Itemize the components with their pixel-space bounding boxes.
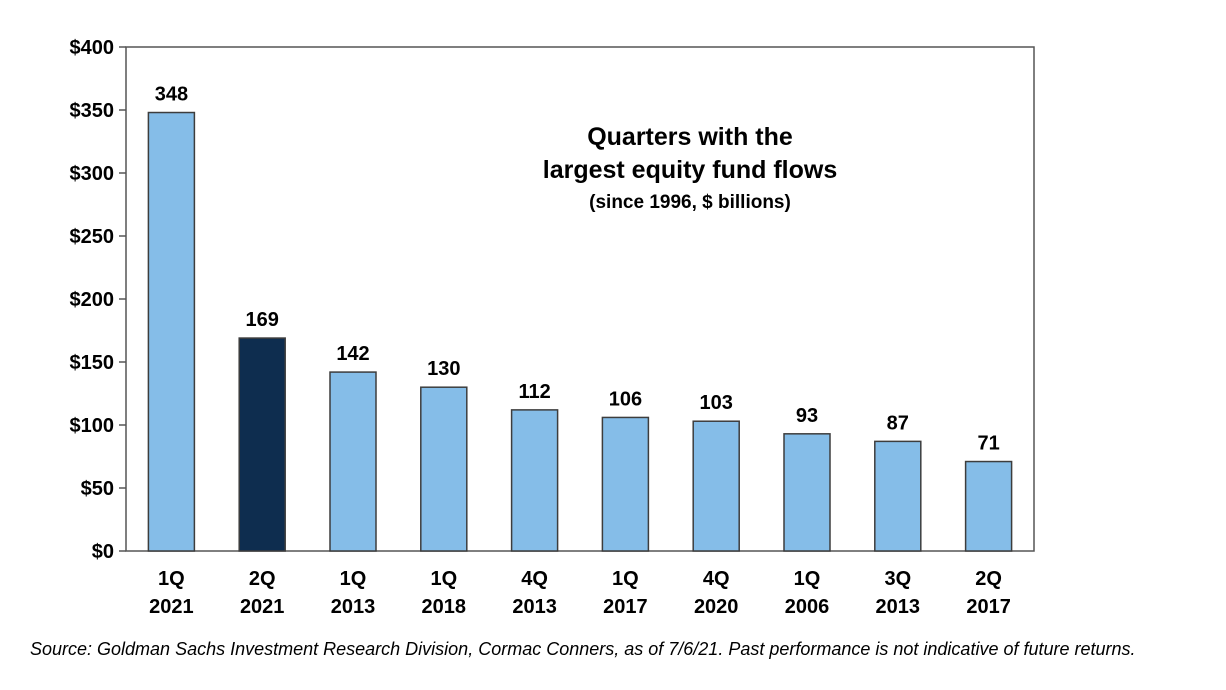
data-label: 169 — [246, 309, 279, 331]
bar — [874, 440, 922, 552]
data-label: 112 — [518, 381, 550, 403]
x-tick-label-year: 2018 — [422, 596, 467, 618]
x-tick-label-year: 2021 — [149, 596, 194, 618]
bar — [783, 433, 831, 552]
x-tick-label-year: 2021 — [240, 596, 285, 618]
chart-title-line2: largest equity fund flows — [543, 156, 837, 184]
y-tick-label: $400 — [70, 37, 115, 59]
x-tick-label: 2Q — [975, 568, 1002, 590]
bar — [329, 371, 377, 552]
x-tick-label: 1Q — [794, 568, 821, 590]
chart-title: Quarters with the — [587, 123, 793, 151]
y-tick-label: $100 — [70, 415, 115, 437]
x-tick-label: 2Q — [249, 568, 276, 590]
source-note: Source: Goldman Sachs Investment Researc… — [30, 639, 1136, 659]
bar — [510, 409, 559, 552]
bar — [238, 337, 286, 552]
data-label: 142 — [336, 343, 369, 365]
data-label: 103 — [700, 392, 733, 414]
y-tick-label: $350 — [70, 100, 115, 122]
x-tick-label: 1Q — [430, 568, 457, 590]
x-tick-label-year: 2017 — [603, 596, 648, 618]
data-label: 87 — [887, 412, 909, 434]
y-tick-label: $150 — [70, 352, 115, 374]
x-tick-label-year: 2013 — [876, 596, 921, 618]
x-tick-label: 1Q — [612, 568, 639, 590]
bar-chart: $0 $50 $100 $150 $200 $250 $300 $350 $400 348 169… — [70, 37, 1035, 618]
x-tick-label-year: 2020 — [694, 596, 739, 618]
x-tick-label: 3Q — [884, 568, 911, 590]
y-tick-label: $250 — [70, 226, 115, 248]
y-tick-label: $300 — [70, 163, 115, 185]
chart-subtitle: (since 1996, $ billions) — [589, 192, 791, 213]
data-label: 348 — [155, 84, 188, 106]
x-tick-label-year: 2006 — [785, 596, 830, 618]
x-tick-label-year: 2017 — [966, 596, 1011, 618]
y-tick-label: $0 — [92, 541, 114, 563]
x-tick-label-year: 2013 — [331, 596, 376, 618]
y-tick-label: $200 — [70, 289, 115, 311]
bar — [147, 111, 196, 552]
data-label: 93 — [796, 405, 818, 427]
x-tick-label: 4Q — [521, 568, 548, 590]
bar — [601, 416, 650, 552]
data-label: 71 — [977, 433, 999, 455]
x-tick-label: 1Q — [340, 568, 367, 590]
bar — [692, 420, 740, 552]
data-label: 106 — [609, 388, 642, 410]
x-tick-label: 1Q — [158, 568, 185, 590]
x-tick-label: 4Q — [703, 568, 730, 590]
x-tick-label-year: 2013 — [512, 596, 557, 618]
bar — [964, 460, 1013, 552]
bar — [420, 386, 468, 552]
y-tick-label: $50 — [81, 478, 114, 500]
data-label: 130 — [427, 358, 460, 380]
